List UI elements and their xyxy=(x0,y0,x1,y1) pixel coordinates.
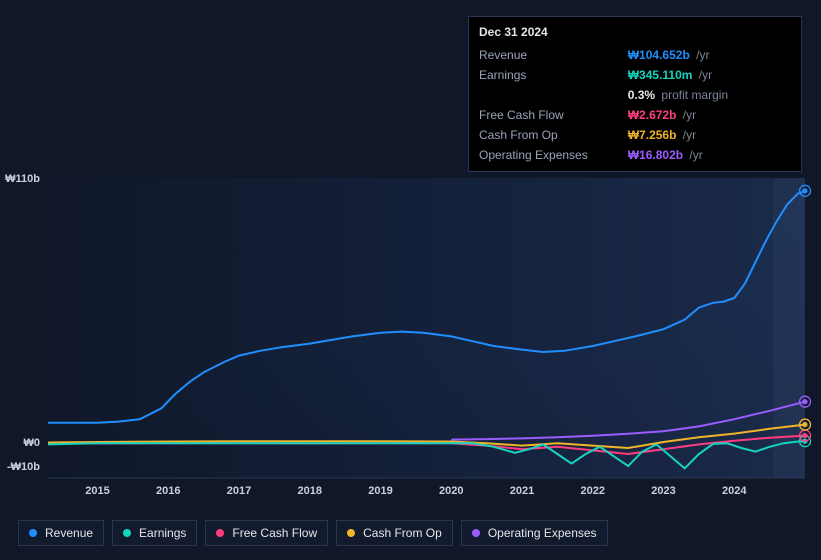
tooltip-row-label: Operating Expenses xyxy=(479,145,628,165)
svg-text:2017: 2017 xyxy=(227,485,251,497)
chart-legend: Revenue Earnings Free Cash Flow Cash From O… xyxy=(18,520,608,546)
legend-label: Revenue xyxy=(45,526,93,540)
tooltip-row-value: ₩2.672b /yr xyxy=(628,105,728,125)
tooltip-table: Revenue₩104.652b /yrEarnings₩345.110m /y… xyxy=(479,45,728,165)
tooltip-row-label: Cash From Op xyxy=(479,125,628,145)
svg-text:2024: 2024 xyxy=(722,485,747,497)
legend-label: Operating Expenses xyxy=(488,526,597,540)
tooltip-row-label: Free Cash Flow xyxy=(479,105,628,125)
legend-item-opex[interactable]: Operating Expenses xyxy=(461,520,608,546)
legend-item-cfo[interactable]: Cash From Op xyxy=(336,520,453,546)
svg-text:2022: 2022 xyxy=(581,485,605,497)
tooltip-row-label: Earnings xyxy=(479,65,628,85)
svg-text:-₩10b: -₩10b xyxy=(7,461,40,473)
tooltip-row-value: ₩104.652b /yr xyxy=(628,45,728,65)
svg-text:₩0: ₩0 xyxy=(24,437,41,449)
svg-text:2021: 2021 xyxy=(510,485,534,497)
tooltip-row-value: ₩16.802b /yr xyxy=(628,145,728,165)
tooltip-date: Dec 31 2024 xyxy=(479,23,791,41)
legend-dot-icon xyxy=(123,529,131,537)
svg-text:2015: 2015 xyxy=(85,485,109,497)
legend-item-earnings[interactable]: Earnings xyxy=(112,520,197,546)
legend-dot-icon xyxy=(216,529,224,537)
legend-item-revenue[interactable]: Revenue xyxy=(18,520,104,546)
svg-text:2023: 2023 xyxy=(651,485,675,497)
svg-text:2019: 2019 xyxy=(368,485,392,497)
tooltip-row-value: ₩7.256b /yr xyxy=(628,125,728,145)
chart-tooltip: Dec 31 2024 Revenue₩104.652b /yrEarnings… xyxy=(468,16,802,172)
svg-text:2016: 2016 xyxy=(156,485,180,497)
svg-text:2018: 2018 xyxy=(298,485,322,497)
legend-label: Earnings xyxy=(139,526,186,540)
tooltip-row-value: 0.3% profit margin xyxy=(628,85,728,105)
svg-text:₩110b: ₩110b xyxy=(5,173,40,185)
legend-label: Free Cash Flow xyxy=(232,526,317,540)
tooltip-row-label xyxy=(479,85,628,105)
tooltip-row-label: Revenue xyxy=(479,45,628,65)
tooltip-row-value: ₩345.110m /yr xyxy=(628,65,728,85)
legend-dot-icon xyxy=(347,529,355,537)
legend-dot-icon xyxy=(29,529,37,537)
legend-item-fcf[interactable]: Free Cash Flow xyxy=(205,520,328,546)
legend-dot-icon xyxy=(472,529,480,537)
legend-label: Cash From Op xyxy=(363,526,442,540)
svg-text:2020: 2020 xyxy=(439,485,463,497)
